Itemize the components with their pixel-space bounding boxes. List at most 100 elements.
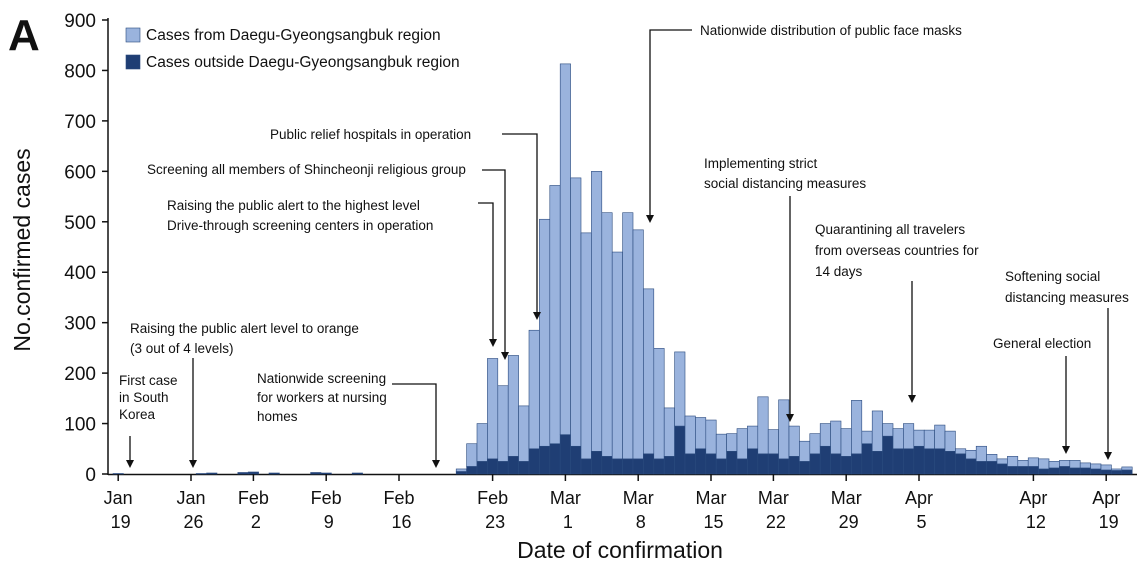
bar-segment <box>1038 458 1050 470</box>
bar-segment <box>1121 469 1133 475</box>
bar-segment <box>1100 464 1112 471</box>
bar-segment <box>622 458 634 475</box>
bar-segment <box>674 425 686 475</box>
bar-segment <box>653 348 665 460</box>
annotation-text: Raising the public alert to the highest … <box>167 198 420 213</box>
bar-segment <box>871 410 883 452</box>
bar-segment <box>799 440 811 462</box>
annotation-text: Softening social <box>1005 269 1100 284</box>
annotation-text: (3 out of 4 levels) <box>130 341 234 356</box>
annotation-arrow <box>478 202 497 347</box>
bar-segment <box>726 450 738 475</box>
x-tick-label: Feb 16 <box>383 488 414 532</box>
annotation-text: Public relief hospitals in operation <box>270 127 471 142</box>
annotation-text: distancing measures <box>1005 290 1129 305</box>
bar-segment <box>757 396 769 455</box>
bar-segment <box>507 355 519 457</box>
bar-segment <box>934 424 946 450</box>
bar-segment <box>1111 470 1123 475</box>
bar-segment <box>684 453 696 475</box>
bar-segment <box>1048 461 1060 469</box>
x-tick-label: Mar 29 <box>831 488 862 532</box>
bar-segment <box>778 458 790 475</box>
bar-segment <box>611 458 623 475</box>
y-tick-label: 400 <box>64 263 96 284</box>
y-tick-label: 700 <box>64 112 96 133</box>
bar-segment <box>892 428 904 450</box>
bar-segment <box>1027 457 1039 467</box>
x-tick-label: Mar 22 <box>758 488 789 532</box>
bar-segment <box>487 358 499 460</box>
bar-segment <box>809 453 821 475</box>
bar-segment <box>923 448 935 475</box>
bar-segment <box>851 400 863 455</box>
bar-segment <box>903 423 915 450</box>
bar-segment <box>955 448 967 455</box>
bar-segment <box>310 472 322 475</box>
annotation-text: for workers at nursing <box>257 390 387 405</box>
bar-segment <box>882 423 894 437</box>
bar-segment <box>871 450 883 475</box>
bar-segment <box>622 212 634 460</box>
x-tick-label: Feb 2 <box>238 488 269 532</box>
bar-segment <box>1111 468 1123 471</box>
annotation-text: in South <box>119 390 169 405</box>
annotation-text: Raising the public alert level to orange <box>130 321 359 336</box>
bar-segment <box>570 177 582 447</box>
x-tick-label: Apr 19 <box>1092 488 1120 532</box>
bar-segment <box>913 429 925 447</box>
bar-segment <box>1059 466 1071 475</box>
x-tick-label: Apr 5 <box>905 488 933 532</box>
y-tick-label: 200 <box>64 364 96 385</box>
bar-segment <box>518 461 530 475</box>
annotation-text: homes <box>257 409 298 424</box>
bar-segment <box>559 434 571 475</box>
bar-segment <box>955 453 967 475</box>
y-tick-label: 800 <box>64 61 96 82</box>
y-tick-label: 600 <box>64 162 96 183</box>
legend-label: Cases from Daegu-Gyeongsangbuk region <box>146 27 441 44</box>
bar-segment <box>476 423 488 462</box>
bar-segment <box>1017 460 1029 467</box>
bar-segment <box>736 428 748 460</box>
bar-segment <box>934 448 946 475</box>
x-tick-label: Feb 9 <box>311 488 342 532</box>
bar-segment <box>455 471 467 475</box>
bar-segment <box>996 463 1008 475</box>
bar-segment <box>788 425 800 457</box>
bar-segment <box>986 461 998 475</box>
annotation-arrow <box>482 169 509 360</box>
bar-segment <box>757 453 769 475</box>
bar-segment <box>715 458 727 475</box>
bar-segment <box>830 453 842 475</box>
y-tick-label: 500 <box>64 213 96 234</box>
bar-segment <box>1090 463 1102 470</box>
legend-swatch <box>125 54 141 70</box>
bar-segment <box>767 429 779 455</box>
bar-segment <box>861 430 873 445</box>
bar-segment <box>861 443 873 475</box>
bar-segment <box>767 453 779 475</box>
legend-label: Cases outside Daegu-Gyeongsangbuk region <box>146 54 460 71</box>
bar-segment <box>747 425 759 450</box>
x-tick-label: Mar 15 <box>696 488 727 532</box>
bar-segment <box>819 423 831 447</box>
bar-segment <box>601 456 613 475</box>
bar-segment <box>996 458 1008 465</box>
bar-segment <box>726 433 738 452</box>
bar-segment <box>819 445 831 475</box>
x-tick-label: Jan 19 <box>104 488 133 532</box>
bar-segment <box>1007 466 1019 475</box>
annotation-arrow <box>502 133 541 320</box>
bar-segment <box>1027 466 1039 475</box>
annotation-text: Nationwide distribution of public face m… <box>700 23 962 38</box>
bar-segment <box>923 429 935 450</box>
bar-segment <box>1090 468 1102 475</box>
bar-segment <box>1059 460 1071 467</box>
bar-segment <box>601 212 613 457</box>
annotation-text: Korea <box>119 407 156 422</box>
bar-segment <box>1069 467 1081 475</box>
y-axis-title: No.confirmed cases <box>9 148 35 351</box>
x-tick-label: Mar 8 <box>623 488 654 532</box>
